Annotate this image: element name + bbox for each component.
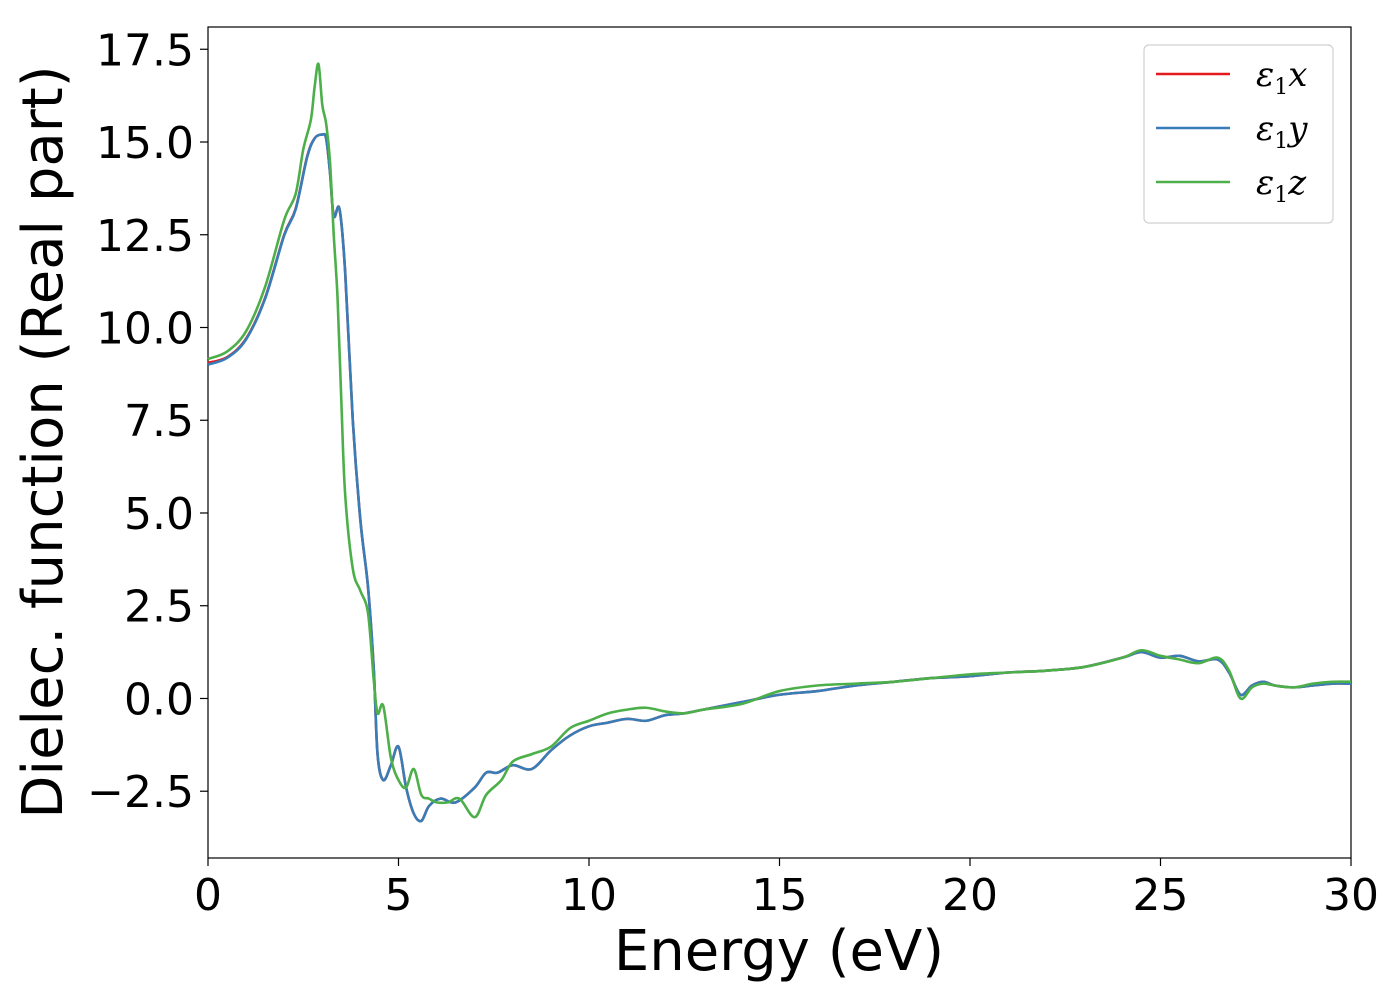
y-tick-label: 2.5 — [124, 582, 194, 633]
y-tick-label: 15.0 — [96, 118, 194, 169]
x-tick-label: 25 — [1133, 870, 1189, 921]
legend-entry: ε1y — [1256, 109, 1308, 154]
y-tick-label: 7.5 — [124, 396, 194, 447]
y-axis-ticks: −2.5 0.0 2.5 5.0 7.5 10.0 12.5 15.0 17.5 — [87, 25, 208, 818]
x-tick-label: 10 — [561, 870, 617, 921]
y-tick-label: 10.0 — [96, 303, 194, 354]
x-tick-label: 15 — [752, 870, 808, 921]
x-tick-label: 5 — [385, 870, 413, 921]
y-tick-label: 0.0 — [124, 674, 194, 725]
series-layer — [207, 62, 1352, 823]
y-tick-label: 5.0 — [124, 489, 194, 540]
legend-entry: ε1x — [1256, 55, 1307, 100]
x-axis-ticks: 0 5 10 15 20 25 30 — [194, 858, 1379, 921]
legend-frame — [1143, 44, 1334, 224]
y-tick-label: 17.5 — [96, 25, 194, 76]
x-tick-label: 30 — [1323, 870, 1379, 921]
series-line-2 — [207, 62, 1352, 819]
x-tick-label: 20 — [942, 870, 998, 921]
x-tick-label: 0 — [194, 870, 222, 921]
x-axis-label: Energy (eV) — [614, 919, 944, 984]
y-tick-label: −2.5 — [87, 767, 194, 818]
y-tick-label: 12.5 — [96, 211, 194, 262]
legend: ε1x ε1y ε1z — [1143, 44, 1334, 224]
y-axis-label: Dielec. function (Real part) — [11, 65, 76, 818]
legend-entry: ε1z — [1256, 163, 1307, 208]
